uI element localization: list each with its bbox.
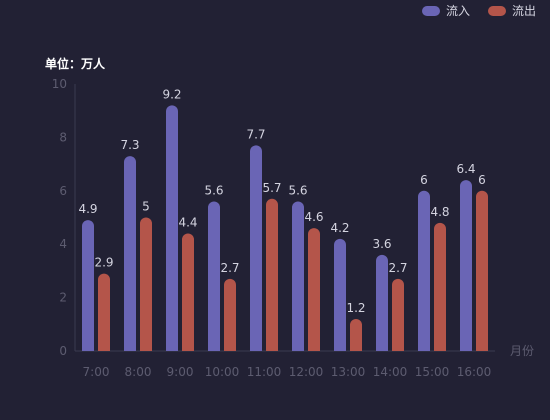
legend-label-outflow: 流出 xyxy=(511,4,536,18)
legend-item-outflow[interactable]: 流出 xyxy=(487,2,536,19)
data-label-outflow: 6 xyxy=(478,173,486,187)
x-tick-label: 10:00 xyxy=(205,365,240,379)
data-label-inflow: 4.2 xyxy=(330,221,349,235)
legend-swatch-inflow xyxy=(421,5,440,16)
x-tick-label: 16:00 xyxy=(457,365,492,379)
data-label-inflow: 6 xyxy=(420,173,428,187)
bar-outflow xyxy=(350,318,362,351)
bar-inflow xyxy=(418,190,430,351)
x-tick-label: 7:00 xyxy=(83,365,110,379)
x-tick-label: 9:00 xyxy=(167,365,194,379)
data-label-inflow: 4.9 xyxy=(78,202,97,216)
x-tick-label: 8:00 xyxy=(125,365,152,379)
bar-outflow xyxy=(434,222,446,351)
legend-item-inflow[interactable]: 流入 xyxy=(421,2,470,19)
y-tick-label: 4 xyxy=(59,237,67,251)
y-tick-label: 6 xyxy=(59,184,67,198)
data-label-outflow: 2.7 xyxy=(388,261,407,275)
data-label-inflow: 7.7 xyxy=(246,127,265,141)
y-tick-label: 0 xyxy=(59,344,67,358)
bar-outflow xyxy=(140,217,152,351)
y-tick-label: 8 xyxy=(59,130,67,144)
bar-outflow xyxy=(476,190,488,351)
y-axis-unit-label: 单位：万人 xyxy=(45,57,106,71)
data-label-outflow: 1.2 xyxy=(346,301,365,315)
x-tick-label: 15:00 xyxy=(415,365,450,379)
bar-inflow xyxy=(250,145,262,351)
data-label-inflow: 5.6 xyxy=(204,183,223,197)
legend: 流入 流出 xyxy=(421,2,536,19)
data-label-outflow: 5 xyxy=(142,200,150,214)
data-label-inflow: 7.3 xyxy=(120,138,139,152)
data-label-outflow: 2.9 xyxy=(94,256,113,270)
bar-outflow xyxy=(98,273,110,351)
bar-outflow xyxy=(224,278,237,351)
x-tick-label: 12:00 xyxy=(289,365,324,379)
x-axis-title: 月份 xyxy=(510,344,534,358)
data-label-inflow: 3.6 xyxy=(372,237,391,251)
bar-inflow xyxy=(460,180,472,351)
legend-swatch-outflow xyxy=(487,5,506,16)
data-label-outflow: 4.6 xyxy=(304,210,323,224)
bar-outflow xyxy=(182,233,195,351)
x-tick-label: 14:00 xyxy=(373,365,408,379)
y-tick-label: 2 xyxy=(59,291,67,305)
bar-outflow xyxy=(392,278,404,351)
data-label-inflow: 6.4 xyxy=(456,162,475,176)
x-tick-label: 13:00 xyxy=(331,365,366,379)
bar-inflow xyxy=(124,156,136,351)
bar-inflow xyxy=(334,238,346,351)
data-label-outflow: 5.7 xyxy=(262,181,281,195)
data-label-inflow: 5.6 xyxy=(288,183,307,197)
data-label-outflow: 4.8 xyxy=(430,205,449,219)
bar-inflow xyxy=(208,201,220,351)
bar-inflow xyxy=(166,105,178,351)
bar-inflow xyxy=(292,201,304,351)
bar-inflow xyxy=(82,220,94,351)
data-label-outflow: 2.7 xyxy=(220,261,239,275)
data-label-outflow: 4.4 xyxy=(178,216,197,230)
legend-label-inflow: 流入 xyxy=(445,4,470,18)
bar-outflow xyxy=(308,228,320,351)
data-label-inflow: 9.2 xyxy=(162,87,181,101)
bar-outflow xyxy=(266,198,278,351)
y-tick-label: 10 xyxy=(52,77,67,91)
x-tick-label: 11:00 xyxy=(247,365,282,379)
bar-inflow xyxy=(376,254,388,351)
